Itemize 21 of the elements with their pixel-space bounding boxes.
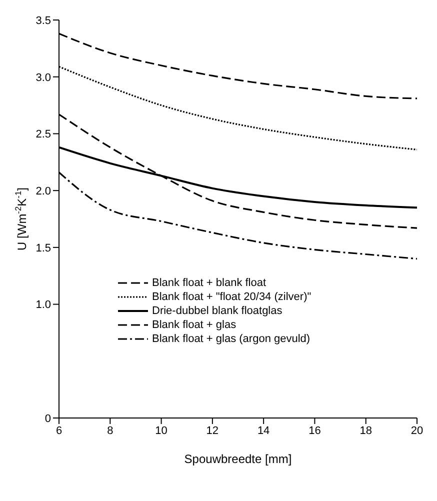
y-tick-label: 1.0 bbox=[36, 299, 51, 312]
x-tick-label: 10 bbox=[155, 424, 168, 437]
x-tick-label: 6 bbox=[56, 424, 62, 437]
y-tick-label: 2.0 bbox=[36, 185, 51, 198]
x-tick-label: 8 bbox=[107, 424, 114, 437]
legend-label: Blank float + blank float bbox=[152, 276, 266, 290]
y-tick-label: 1.5 bbox=[36, 242, 51, 254]
x-axis-title: Spouwbreedte [mm] bbox=[184, 452, 292, 466]
legend-label: Blank float + glas (argon gevuld) bbox=[152, 332, 310, 346]
y-tick-label: 3.0 bbox=[36, 72, 51, 84]
y-tick-label: 2.5 bbox=[36, 128, 51, 141]
x-tick-label: 16 bbox=[308, 424, 321, 437]
legend-label: Blank float + "float 20/34 (zilver)" bbox=[152, 290, 312, 304]
x-tick-label: 12 bbox=[206, 424, 219, 437]
y-tick-label: 0 bbox=[44, 412, 51, 425]
legend-label: Blank float + glas bbox=[152, 318, 236, 332]
x-tick-label: 18 bbox=[360, 424, 372, 437]
x-tick-label: 14 bbox=[257, 424, 270, 437]
legend-label: Drie-dubbel blank floatglas bbox=[152, 304, 282, 318]
y-tick-label: 3.5 bbox=[36, 14, 51, 27]
x-tick-label: 20 bbox=[410, 424, 424, 437]
